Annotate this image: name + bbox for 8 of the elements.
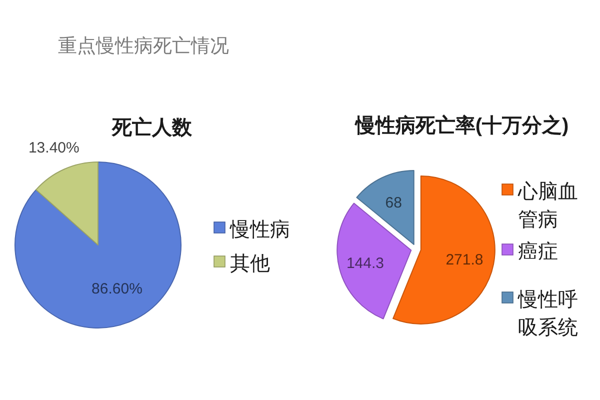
- chart-title: 慢性病死亡率(十万分之): [355, 115, 569, 137]
- legend-label: 癌症: [518, 241, 558, 263]
- chart-title: 重点慢性病死亡情况: [58, 36, 229, 57]
- legend-label: 慢性呼吸系统: [518, 289, 578, 339]
- legend-label: 心脑血管病: [518, 181, 578, 231]
- legend-label: 慢性病: [230, 219, 290, 241]
- chart-subtitle: 死亡人数: [112, 117, 192, 139]
- legend-label: 其他: [230, 253, 270, 275]
